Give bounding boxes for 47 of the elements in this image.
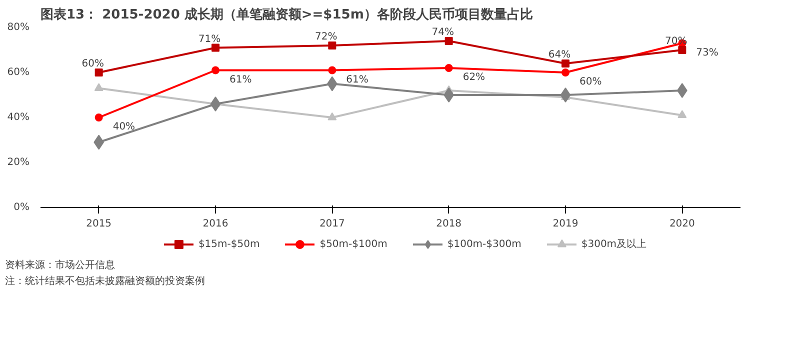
data-label: 60%	[82, 58, 104, 70]
legend-label: $15m-$50m	[198, 238, 260, 250]
data-label: 74%	[432, 27, 454, 38]
data-label: 61%	[230, 74, 252, 86]
chart-title: 图表13： 2015-2020 成长期（单笔融资额>=$15m）各阶段人民币项目数量占比	[40, 6, 533, 22]
point	[677, 83, 688, 98]
point	[94, 114, 103, 122]
point	[560, 88, 571, 102]
point	[444, 37, 453, 45]
x-tick-label: 2019	[552, 218, 578, 230]
point	[562, 68, 570, 76]
data-label: 72%	[315, 32, 338, 42]
data-label: 61%	[346, 74, 368, 86]
x-tick-label: 2020	[669, 218, 695, 230]
data-label: 40%	[112, 122, 136, 132]
point	[328, 66, 336, 74]
data-label: 60%	[580, 76, 602, 88]
y-tick-label: 20%	[7, 157, 30, 168]
y-tick-label: 0%	[14, 202, 30, 213]
point	[444, 88, 454, 102]
text: 资料来源：市场公开信息	[5, 259, 115, 273]
legend-label: $100m-$300m	[447, 238, 522, 250]
data-label: 64%	[548, 50, 571, 60]
point	[94, 68, 103, 76]
data-label: 62%	[462, 72, 486, 83]
data-label: 73%	[696, 47, 718, 58]
y-tick-label: 60%	[7, 67, 30, 78]
legend-label: $50m-$100m	[320, 238, 388, 250]
point	[94, 83, 104, 92]
x-tick-label: 2015	[86, 218, 112, 230]
point	[562, 60, 570, 68]
data-label: 71%	[198, 34, 221, 45]
point	[212, 66, 220, 74]
x-tick-label: 2016	[202, 218, 228, 230]
point	[328, 42, 336, 50]
point	[678, 46, 686, 54]
text: 注：统计结果不包括未披露融资额的投资案例	[5, 275, 205, 289]
legend-label: $300m及以上	[581, 238, 647, 251]
x-tick-label: 2018	[436, 218, 462, 230]
x-tick-label: 2017	[319, 218, 345, 230]
point	[328, 112, 337, 120]
y-tick-label: 40%	[7, 112, 30, 123]
point	[212, 44, 220, 52]
y-tick-label: 80%	[7, 22, 30, 33]
point	[444, 64, 453, 72]
point	[678, 110, 687, 118]
point	[210, 96, 221, 112]
